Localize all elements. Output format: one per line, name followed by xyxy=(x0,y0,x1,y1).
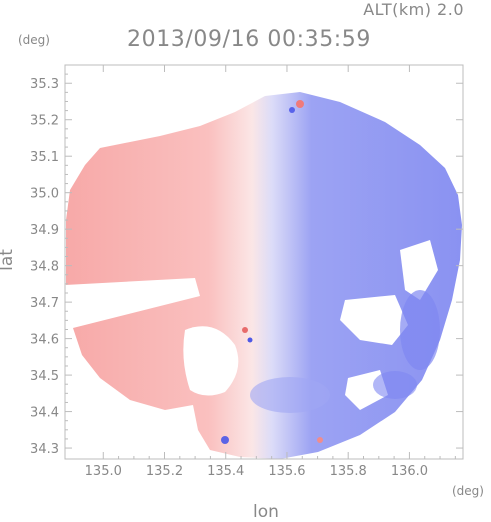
x-tick-label: 135.6 xyxy=(268,464,305,479)
y-tick-label: 35.1 xyxy=(30,150,59,165)
y-tick-label: 34.9 xyxy=(30,223,59,238)
y-tick-label: 34.3 xyxy=(30,442,59,457)
y-tick-label: 35.2 xyxy=(30,114,59,129)
x-axis-unit: (deg) xyxy=(452,484,484,498)
y-tick-label: 35.3 xyxy=(30,77,59,92)
x-tick-label: 135.2 xyxy=(146,464,183,479)
radar-echo-area xyxy=(66,92,462,459)
timestamp: 2013/09/16 00:35:59 xyxy=(127,27,372,52)
y-tick-label: 34.8 xyxy=(30,260,59,275)
x-tick-label: 135.4 xyxy=(207,464,244,479)
y-tick-label: 34.7 xyxy=(30,296,59,311)
y-tick-label: 34.4 xyxy=(30,406,59,421)
plot-frame xyxy=(64,64,464,460)
y-tick-label: 35.0 xyxy=(30,187,59,202)
x-tick-label: 135.8 xyxy=(330,464,367,479)
x-tick-label: 135.0 xyxy=(85,464,122,479)
altitude-label: ALT(km) 2.0 xyxy=(363,0,464,19)
y-tick-label: 34.5 xyxy=(30,369,59,384)
echo-gap-2 xyxy=(340,295,408,345)
echo-gap-1 xyxy=(400,240,438,300)
y-tick-label: 34.6 xyxy=(30,333,59,348)
x-axis-ticks: 135.0 135.2 135.4 135.6 135.8 136.0 xyxy=(85,65,456,479)
x-tick-label: 136.0 xyxy=(391,464,428,479)
near-range-gap xyxy=(183,326,239,396)
y-axis-unit: (deg) xyxy=(18,33,50,47)
x-axis-title: lon xyxy=(253,502,279,522)
gap-wedge xyxy=(65,278,200,330)
y-axis-ticks: 35.3 35.2 35.1 35.0 34.9 34.8 34.7 34.6 34.5 34.4… xyxy=(30,64,463,457)
